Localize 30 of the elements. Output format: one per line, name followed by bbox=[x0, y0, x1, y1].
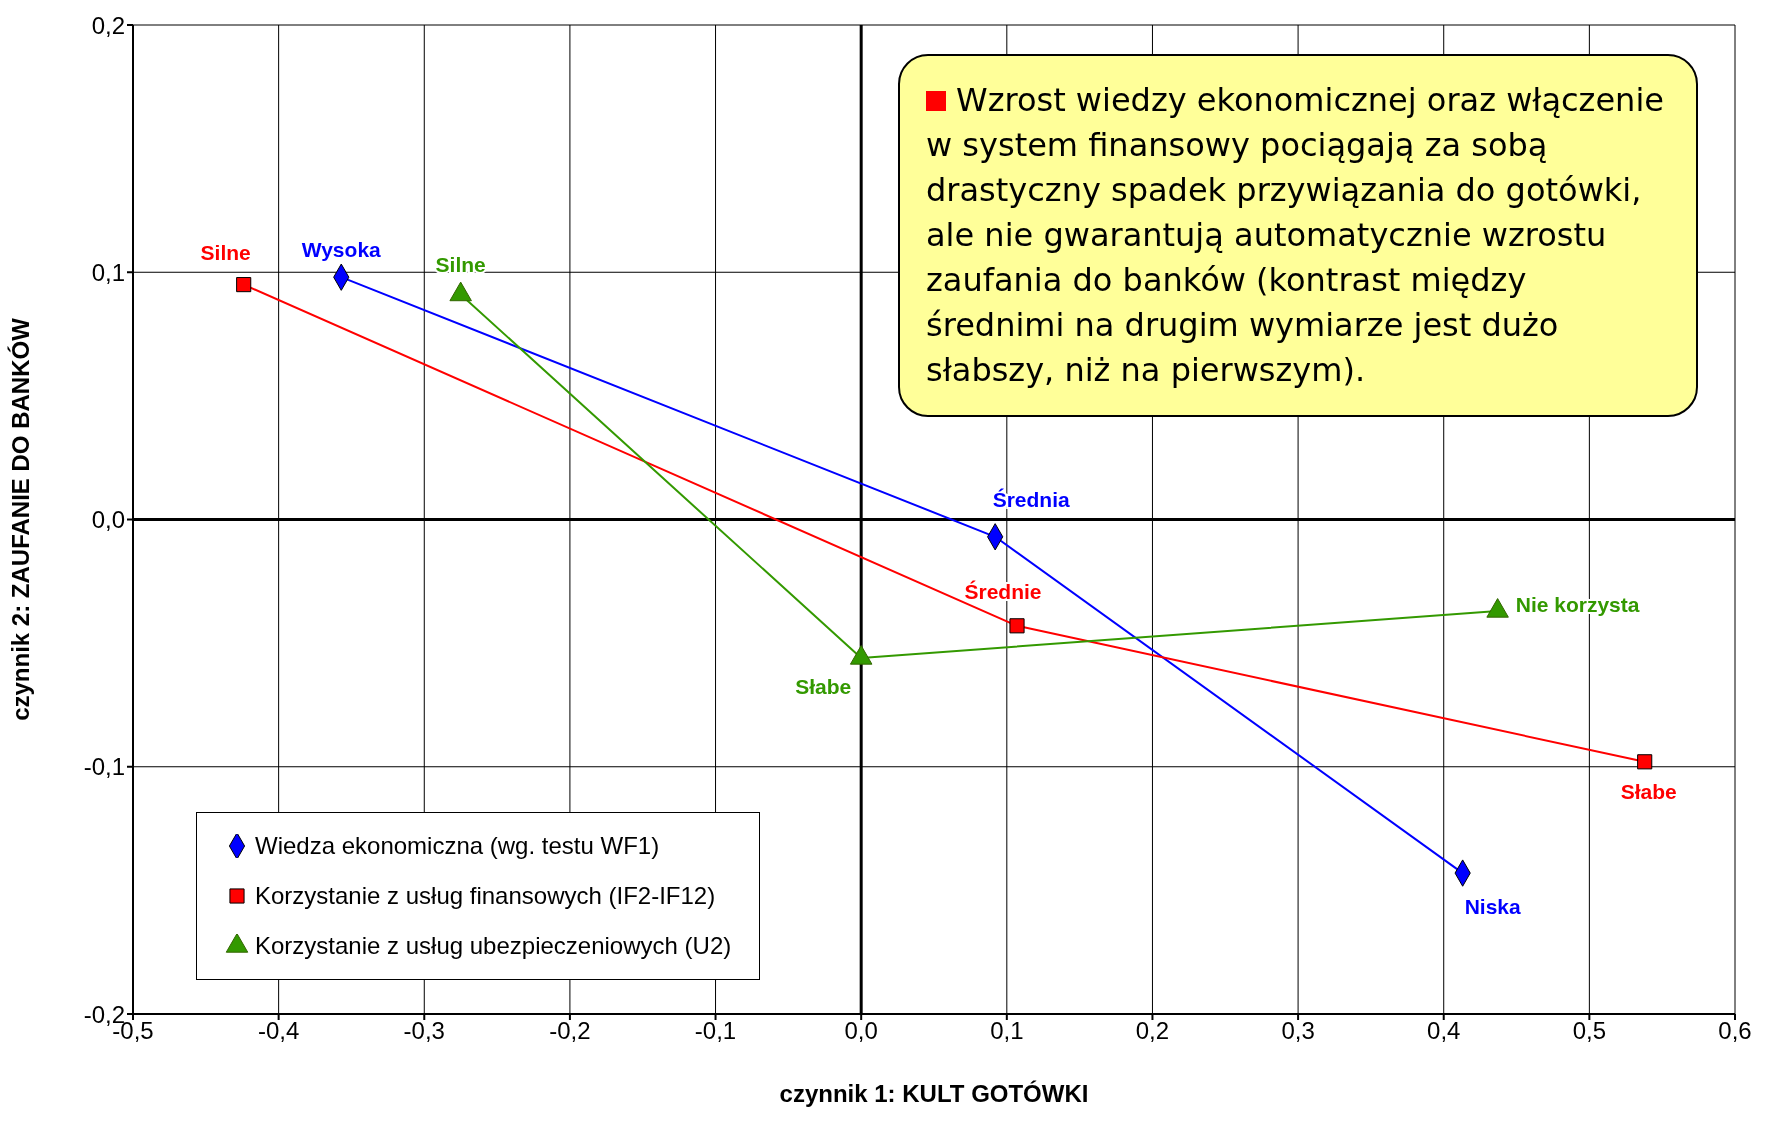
data-label: Silne bbox=[435, 253, 486, 277]
x-tick-label: 0,3 bbox=[1281, 1017, 1315, 1045]
x-tick-label: 0,5 bbox=[1572, 1017, 1607, 1045]
y-tick-label: -0,1 bbox=[83, 753, 125, 781]
x-tick-label: -0,3 bbox=[403, 1017, 445, 1045]
legend-label: Wiedza ekonomiczna (wg. testu WF1) bbox=[255, 832, 660, 860]
x-tick-label: 0,2 bbox=[1135, 1017, 1170, 1045]
point bbox=[1009, 618, 1025, 634]
annotation: Wzrost wiedzy ekonomicznej oraz włączenie w system finansowy pociągają za sobą drastyczny spadek przywiązania do gotówki, ale nie gwarantują automatycznie wzrostu zaufania do banków (kontrast między średnimi na drugim wymiarze jest dużo słabszy, niż na pierwszym). bbox=[926, 81, 1664, 389]
data-label: Wysoka bbox=[301, 237, 382, 261]
x-tick-label: 0,4 bbox=[1427, 1017, 1461, 1045]
y-tick-label: 0,0 bbox=[91, 506, 125, 534]
x-tick-label: 0,0 bbox=[844, 1017, 878, 1045]
legend-label: Korzystanie z usług ubezpieczeniowych (U2) bbox=[255, 932, 732, 960]
y-tick-label: 0,2 bbox=[91, 11, 125, 39]
x-axis-title: czynnik 1: KULT GOTÓWKI bbox=[779, 1080, 1089, 1107]
data-label: Słabe bbox=[795, 674, 852, 698]
x-tick-label: -0,2 bbox=[549, 1017, 591, 1045]
point bbox=[236, 277, 252, 293]
y-tick-label: 0,1 bbox=[91, 258, 125, 286]
point bbox=[1637, 754, 1653, 770]
legend-label: Korzystanie z usług finansowych (IF2-IF12) bbox=[255, 882, 716, 910]
x-tick-label: -0,4 bbox=[257, 1017, 300, 1045]
data-label: Słabe bbox=[1620, 780, 1677, 804]
data-label: Silne bbox=[200, 241, 251, 265]
x-tick-label: 0,1 bbox=[990, 1017, 1024, 1045]
y-axis-title: czynnik 2: ZAUFANIE DO BANKÓW bbox=[6, 317, 34, 721]
data-label: Niska bbox=[1464, 894, 1521, 918]
x-tick-label: -0,1 bbox=[694, 1017, 737, 1045]
x-tick-label: 0,6 bbox=[1718, 1017, 1752, 1045]
